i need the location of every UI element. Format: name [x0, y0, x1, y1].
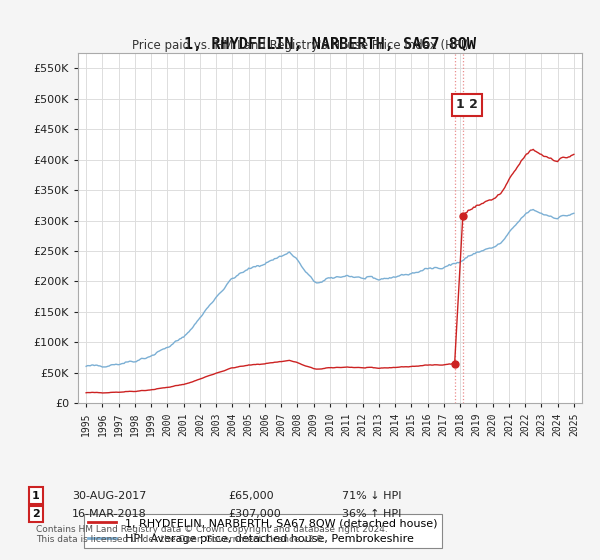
Text: £65,000: £65,000 — [228, 491, 274, 501]
Text: 71% ↓ HPI: 71% ↓ HPI — [342, 491, 401, 501]
Text: 2: 2 — [32, 509, 40, 519]
Text: 1 2: 1 2 — [456, 99, 478, 111]
Text: Price paid vs. HM Land Registry's House Price Index (HPI): Price paid vs. HM Land Registry's House … — [131, 39, 469, 52]
Title: 1, RHYDFELIN, NARBERTH, SA67 8QW: 1, RHYDFELIN, NARBERTH, SA67 8QW — [184, 37, 476, 52]
Text: 36% ↑ HPI: 36% ↑ HPI — [342, 509, 401, 519]
Text: 30-AUG-2017: 30-AUG-2017 — [72, 491, 146, 501]
Text: Contains HM Land Registry data © Crown copyright and database right 2024.: Contains HM Land Registry data © Crown c… — [36, 525, 388, 534]
Text: 1: 1 — [32, 491, 40, 501]
Text: £307,000: £307,000 — [228, 509, 281, 519]
Text: 16-MAR-2018: 16-MAR-2018 — [72, 509, 147, 519]
Text: This data is licensed under the Open Government Licence v3.0.: This data is licensed under the Open Gov… — [36, 534, 325, 544]
Legend: 1, RHYDFELIN, NARBERTH, SA67 8QW (detached house), HPI: Average price, detached : 1, RHYDFELIN, NARBERTH, SA67 8QW (detach… — [83, 514, 442, 548]
